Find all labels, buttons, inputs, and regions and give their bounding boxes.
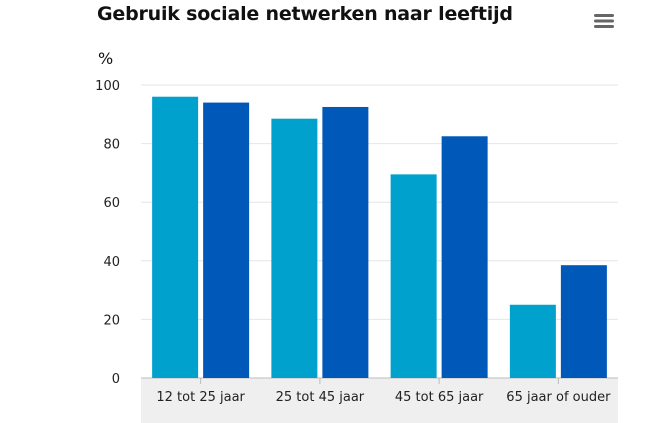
bar-series-1-1: [152, 96, 199, 378]
y-tick-label: 60: [103, 196, 120, 211]
bar-series-1-2: [271, 118, 318, 378]
x-tick-label: 12 tot 25 jaar: [156, 390, 245, 405]
hamburger-menu-icon: [594, 14, 614, 28]
y-tick-label: 80: [103, 138, 120, 153]
bar-series-2-2: [322, 106, 369, 378]
bar-series-2-4: [560, 265, 607, 378]
y-axis-unit-label: %: [98, 49, 114, 68]
x-axis-band: [141, 378, 618, 423]
bar-series-2-1: [203, 102, 250, 378]
y-tick-label: 40: [103, 255, 120, 270]
bar-series-1-4: [509, 304, 556, 378]
x-tick-label: 65 jaar of ouder: [506, 390, 611, 405]
y-tick-label: 100: [95, 79, 120, 94]
x-tick-label: 25 tot 45 jaar: [276, 390, 365, 405]
bar-series-2-3: [441, 136, 488, 378]
chart-title: Gebruik sociale netwerken naar leeftijd: [97, 3, 513, 25]
chart-menu-button[interactable]: [592, 11, 616, 31]
y-tick-label: 0: [112, 372, 120, 387]
x-tick-label: 45 tot 65 jaar: [395, 390, 484, 405]
bar-series-1-3: [390, 174, 437, 378]
y-tick-label: 20: [103, 313, 120, 328]
